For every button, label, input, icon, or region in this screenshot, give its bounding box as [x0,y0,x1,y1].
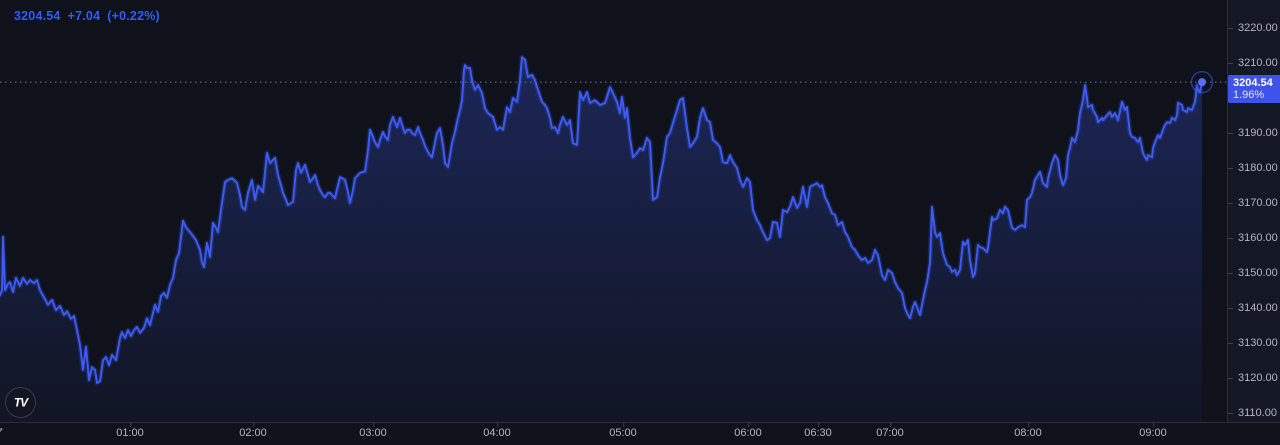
price-axis-label: 3190.00 [1228,127,1278,139]
time-axis-label: 03:00 [359,423,387,439]
ticker-change-percent: (+0.22%) [107,9,160,23]
time-axis-label: 06:30 [804,423,832,439]
price-axis-label: 3180.00 [1228,162,1278,174]
time-axis-label: 02:00 [239,423,267,439]
time-axis-label: 01:00 [116,423,144,439]
time-axis-label: 06:00 [734,423,762,439]
last-point-dot [1198,78,1206,87]
time-axis-label: 05:00 [609,423,637,439]
price-axis-label: 3140.00 [1228,302,1278,314]
time-axis[interactable]: 7 01:00 02:00 03:00 04:00 05:00 06:00 06:30 07:… [0,422,1280,445]
price-axis-label: 3110.00 [1228,407,1277,419]
last-price-badge[interactable]: 3204.54 1.96% [1228,75,1280,104]
ticker-change: +7.04 [67,9,101,23]
tradingview-logo[interactable]: TV [5,387,36,418]
area-fill [0,57,1202,423]
last-point-ring [1190,70,1214,94]
price-axis-label: 3130.00 [1228,337,1278,349]
time-axis-label: 08:00 [1014,423,1042,439]
date-label-partial: 7 [0,427,2,439]
badge-percent: 1.96% [1233,89,1265,102]
price-axis-label: 3160.00 [1228,232,1278,244]
time-axis-label: 07:00 [876,423,904,439]
badge-price: 3204.54 [1233,77,1273,90]
time-axis-label: 09:00 [1139,423,1167,439]
price-axis-label: 3150.00 [1228,267,1278,279]
price-line [0,56,1203,384]
time-axis-label: 04:00 [483,423,511,439]
price-axis[interactable]: 3220.00 3210.00 3190.00 3180.00 3170.00 3160.… [1227,0,1280,423]
tradingview-logo-icon: TV [13,395,28,409]
price-axis-label: 3170.00 [1228,197,1278,209]
ticker-last-price: 3204.54 [14,9,61,23]
price-axis-label: 3210.00 [1228,57,1278,69]
price-axis-label: 3220.00 [1228,22,1278,34]
price-axis-label: 3120.00 [1228,372,1278,384]
symbol-ticker: 3204.54 +7.04 (+0.22%) [14,9,167,23]
